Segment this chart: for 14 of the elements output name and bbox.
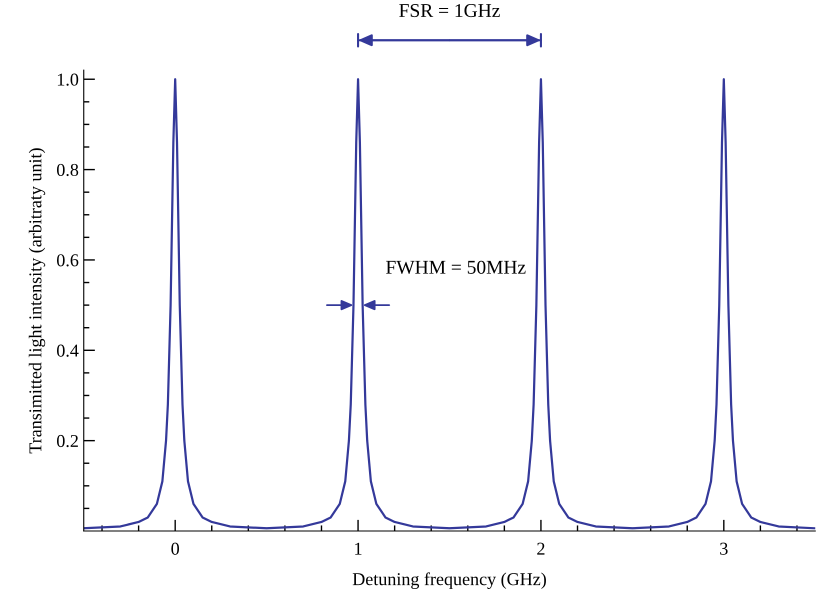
- y-tick-label: 1.0: [58, 73, 78, 86]
- line-series: [84, 78, 816, 530]
- y-tick-label: 0.4: [57, 344, 79, 357]
- x-tick-label: 3: [720, 542, 728, 555]
- x-tick-label: 2: [537, 542, 544, 555]
- y-tick-label: 0.2: [57, 434, 78, 448]
- annotation: FWHM = 50MHz: [386, 260, 526, 274]
- text: FSR = 1GHz: [399, 4, 500, 18]
- y-tick-label: 0.6: [57, 254, 78, 266]
- y-tick-label: 0.8: [57, 164, 78, 176]
- x-tick-label: 0: [171, 542, 180, 555]
- x-tick-label: 1: [355, 542, 362, 555]
- x-axis-title: Detuning frequency (GHz): [352, 572, 546, 589]
- y-axis-title: Transimitted light intensity (arbitraty unit): [28, 148, 46, 454]
